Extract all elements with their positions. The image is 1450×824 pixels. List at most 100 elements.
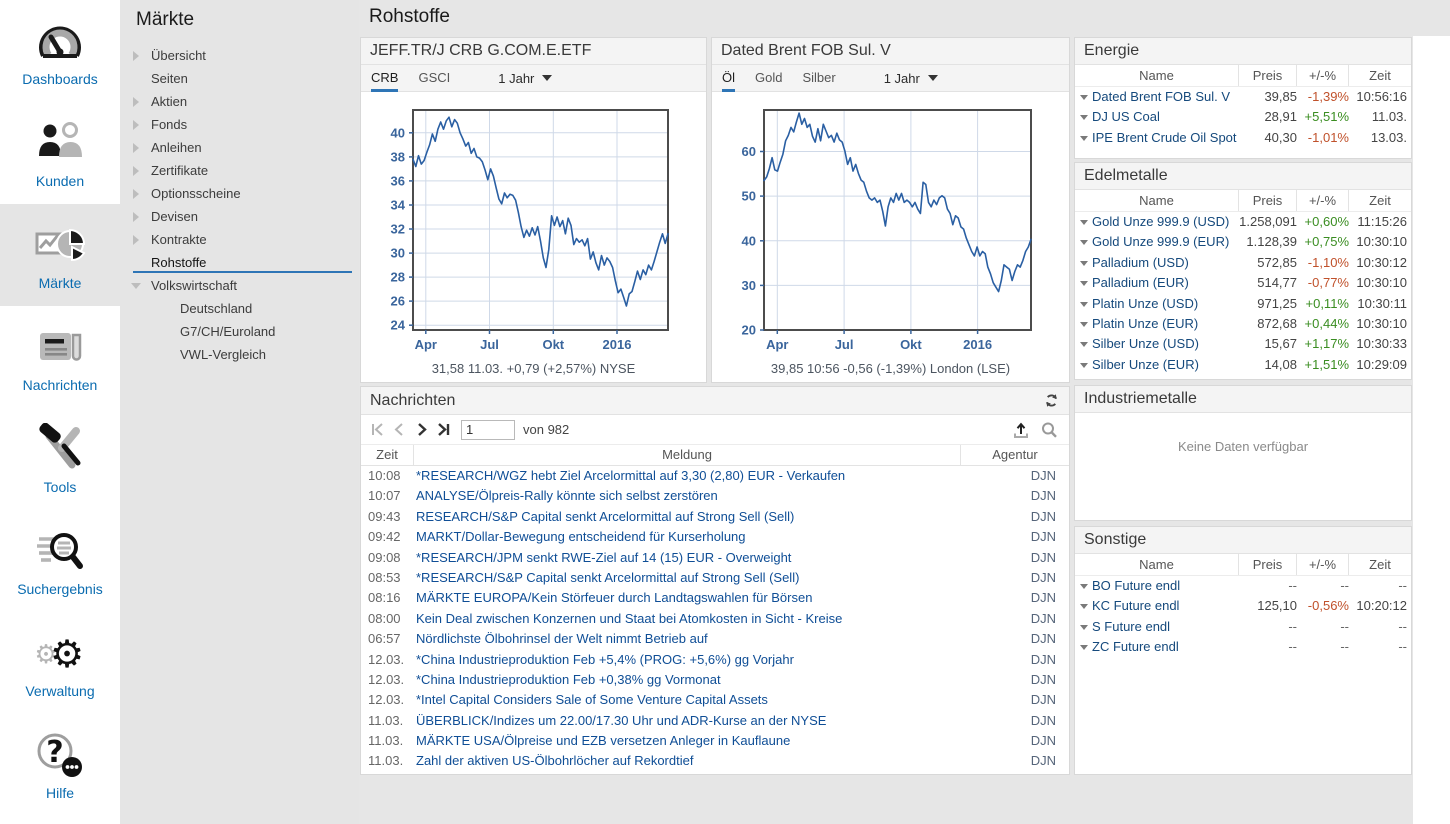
row-dropdown-icon[interactable] [1080, 645, 1088, 651]
column-header-preis[interactable]: Preis [1239, 554, 1297, 575]
row-dropdown-icon[interactable] [1080, 362, 1088, 368]
nav-item-seiten[interactable]: Seiten [120, 67, 359, 90]
previous-page-button[interactable] [391, 421, 408, 438]
instrument-name-link[interactable]: Platin Unze (USD) [1075, 294, 1239, 314]
row-dropdown-icon[interactable] [1080, 220, 1088, 225]
refresh-icon[interactable] [1041, 391, 1061, 411]
row-dropdown-icon[interactable] [1080, 342, 1088, 348]
expand-arrow-right-icon[interactable] [133, 189, 139, 199]
column-header-agentur[interactable]: Agentur [992, 447, 1038, 462]
nav-item--bersicht[interactable]: Übersicht [120, 44, 359, 67]
instrument-name-link[interactable]: IPE Brent Crude Oil Spot [1075, 128, 1239, 148]
chart-tab-gsci[interactable]: GSCI [418, 69, 451, 85]
nav-item-kontrakte[interactable]: Kontrakte [120, 228, 359, 251]
news-headline-link[interactable]: *Intel Capital Considers Sale of Some Ve… [416, 692, 768, 708]
news-headline-link[interactable]: RESEARCH/S&P Capital senkt Arcelormittal… [416, 508, 795, 524]
column-header-zeit[interactable]: Zeit [1369, 193, 1391, 208]
news-headline-link[interactable]: MÄRKTE EUROPA/Kein Störfeuer durch Landt… [416, 590, 813, 606]
nav-item-zertifikate[interactable]: Zertifikate [120, 159, 359, 182]
period-dropdown[interactable]: 1 Jahr [498, 65, 553, 92]
column-header-change[interactable]: +/-% [1297, 554, 1349, 575]
news-headline-link[interactable]: Zahl der aktiven US-Ölbohrlöcher auf Rek… [416, 753, 694, 769]
nav-item-optionsscheine[interactable]: Optionsscheine [120, 182, 359, 205]
expand-arrow-right-icon[interactable] [133, 51, 139, 61]
column-header-zeit[interactable]: Zeit [361, 445, 414, 465]
row-dropdown-icon[interactable] [1080, 301, 1088, 307]
price-line-chart[interactable]: 24 26 28 30 32 34 36 38 40 Apr Jul Okt 2016 [361, 96, 706, 358]
nav-item-anleihen[interactable]: Anleihen [120, 136, 359, 159]
instrument-name-link[interactable]: Palladium (USD) [1075, 253, 1239, 273]
row-dropdown-icon[interactable] [1080, 281, 1088, 287]
nav-item-vwl-vergleich[interactable]: VWL-Vergleich [120, 343, 359, 366]
sidebar-item-hilfe[interactable]: ? Hilfe [0, 714, 120, 816]
column-header-name[interactable]: Name [1075, 190, 1239, 211]
nav-item-g7-ch-euroland[interactable]: G7/CH/Euroland [120, 320, 359, 343]
chart-tab-gold[interactable]: Gold [755, 69, 783, 85]
row-dropdown-icon[interactable] [1080, 135, 1088, 141]
sidebar-item-tools[interactable]: Tools [0, 408, 120, 510]
sidebar-item-dashboards[interactable]: Dashboards [0, 0, 120, 102]
instrument-name-link[interactable]: ZC Future endl [1075, 637, 1239, 657]
row-dropdown-icon[interactable] [1080, 624, 1088, 630]
expand-arrow-right-icon[interactable] [133, 166, 139, 176]
instrument-name-link[interactable]: S Future endl [1075, 617, 1239, 637]
row-dropdown-icon[interactable] [1080, 95, 1088, 100]
next-page-button[interactable] [413, 421, 430, 438]
news-headline-link[interactable]: Nördlichste Ölbohrinsel der Welt nimmt B… [416, 631, 708, 647]
expand-arrow-right-icon[interactable] [133, 235, 139, 245]
instrument-name-link[interactable]: Dated Brent FOB Sul. V [1075, 87, 1239, 107]
price-line-chart[interactable]: 20 30 40 50 60 Apr Jul Okt 2016 [712, 96, 1069, 358]
instrument-name-link[interactable]: BO Future endl [1075, 576, 1239, 596]
last-page-button[interactable] [435, 421, 452, 438]
news-headline-link[interactable]: MÄRKTE USA/Ölpreise und EZB versetzen An… [416, 733, 791, 749]
column-header-preis[interactable]: Preis [1239, 190, 1297, 211]
instrument-name-link[interactable]: Platin Unze (EUR) [1075, 314, 1239, 334]
chart-tab-crb[interactable]: CRB [371, 65, 399, 92]
instrument-name-link[interactable]: Silber Unze (EUR) [1075, 355, 1239, 375]
news-headline-link[interactable]: Kein Deal zwischen Konzernen und Staat b… [416, 610, 843, 626]
expand-arrow-right-icon[interactable] [133, 143, 139, 153]
expand-arrow-down-icon[interactable] [131, 283, 141, 289]
instrument-name-link[interactable]: KC Future endl [1075, 596, 1239, 616]
column-header-change[interactable]: +/-% [1297, 65, 1349, 86]
news-headline-link[interactable]: *RESEARCH/WGZ hebt Ziel Arcelormittal au… [416, 468, 846, 483]
column-header-name[interactable]: Name [1075, 65, 1239, 86]
expand-arrow-right-icon[interactable] [133, 212, 139, 222]
instrument-name-link[interactable]: DJ US Coal [1075, 107, 1239, 127]
instrument-name-link[interactable]: Palladium (EUR) [1075, 273, 1239, 293]
sidebar-item-verwaltung[interactable]: ⚙ ⚙ Verwaltung [0, 612, 120, 714]
sidebar-item-suchergebnis[interactable]: Suchergebnis [0, 510, 120, 612]
column-header-zeit[interactable]: Zeit [1369, 557, 1391, 572]
sidebar-item-kunden[interactable]: Kunden [0, 102, 120, 204]
row-dropdown-icon[interactable] [1080, 115, 1088, 121]
chart-tab-silber[interactable]: Silber [802, 69, 836, 85]
nav-item-aktien[interactable]: Aktien [120, 90, 359, 113]
expand-arrow-right-icon[interactable] [133, 97, 139, 107]
search-icon[interactable] [1039, 420, 1059, 440]
nav-item-devisen[interactable]: Devisen [120, 205, 359, 228]
news-headline-link[interactable]: ANALYSE/Ölpreis-Rally könnte sich selbst… [416, 488, 718, 504]
nav-item-volkswirtschaft[interactable]: Volkswirtschaft [120, 274, 359, 297]
instrument-name-link[interactable]: Silber Unze (USD) [1075, 334, 1239, 354]
period-dropdown[interactable]: 1 Jahr [884, 65, 938, 92]
column-header-preis[interactable]: Preis [1239, 65, 1297, 86]
row-dropdown-icon[interactable] [1080, 260, 1088, 266]
chart-tab--l[interactable]: Öl [722, 65, 735, 92]
row-dropdown-icon[interactable] [1080, 321, 1088, 327]
instrument-name-link[interactable]: Gold Unze 999.9 (EUR) [1075, 232, 1239, 252]
row-dropdown-icon[interactable] [1080, 604, 1088, 610]
column-header-zeit[interactable]: Zeit [1369, 68, 1391, 83]
news-headline-link[interactable]: ÜBERBLICK/Indizes um 22.00/17.30 Uhr und… [416, 712, 827, 728]
sidebar-item-maerkte[interactable]: Märkte [0, 204, 120, 306]
news-headline-link[interactable]: *China Industrieproduktion Feb +5,4% (PR… [416, 651, 794, 667]
news-headline-link[interactable]: MARKT/Dollar-Bewegung entscheidend für K… [416, 529, 746, 545]
nav-item-fonds[interactable]: Fonds [120, 113, 359, 136]
column-header-change[interactable]: +/-% [1297, 190, 1349, 211]
news-headline-link[interactable]: *RESEARCH/JPM senkt RWE-Ziel auf 14 (15)… [416, 549, 792, 565]
nav-item-deutschland[interactable]: Deutschland [120, 297, 359, 320]
nav-item-rohstoffe[interactable]: Rohstoffe [120, 251, 359, 274]
instrument-name-link[interactable]: Gold Unze 999.9 (USD) [1075, 212, 1239, 232]
page-number-input[interactable] [461, 419, 515, 440]
first-page-button[interactable] [369, 421, 386, 438]
news-headline-link[interactable]: *RESEARCH/S&P Capital senkt Arcelormitta… [416, 569, 800, 585]
